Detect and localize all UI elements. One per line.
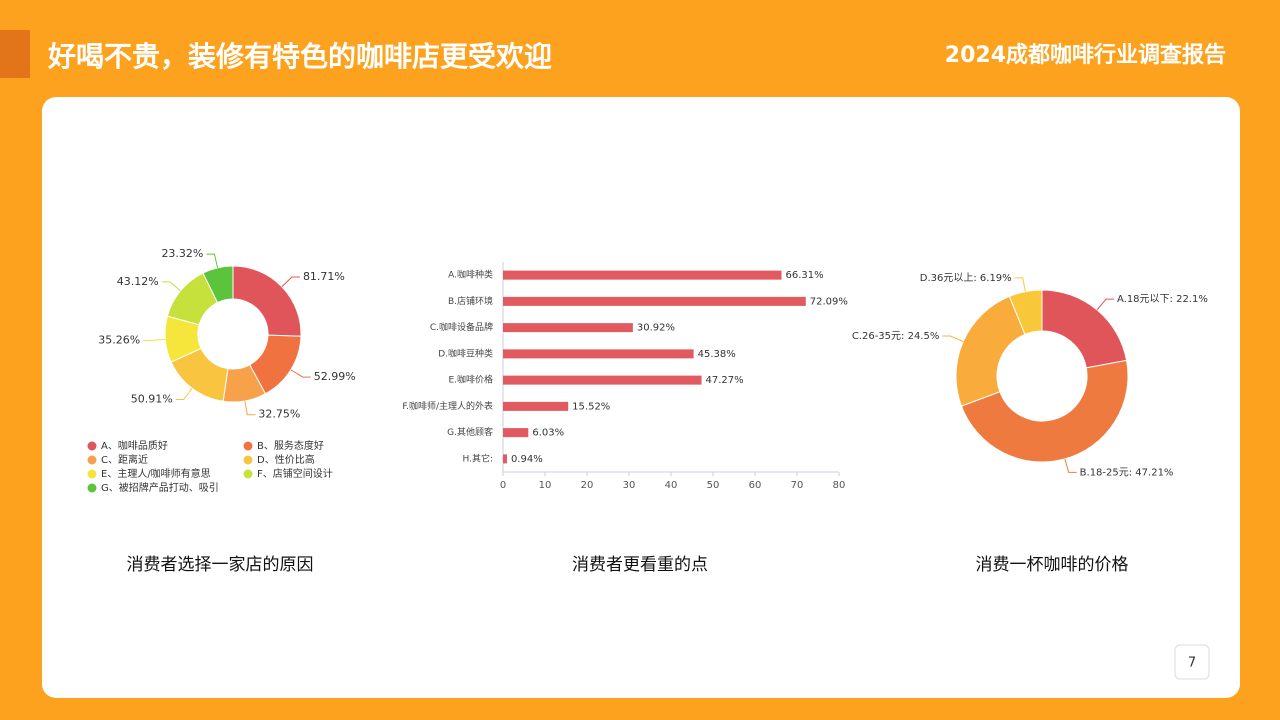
x-tick-label: 70 (791, 480, 804, 491)
legend-label: D、性价比高 (257, 453, 315, 466)
x-tick-label: 50 (707, 480, 720, 491)
legend-label: A、咖啡品质好 (101, 440, 168, 452)
slice-label: 32.75% (258, 408, 300, 421)
bar (503, 454, 507, 464)
value-label: 15.52% (572, 401, 610, 412)
legend-dot (243, 455, 253, 465)
leader-line (206, 253, 219, 268)
value-label: 72.09% (810, 296, 848, 307)
leader-line (244, 400, 256, 416)
x-tick-label: 80 (833, 480, 846, 491)
slice-label: C.26-35元: 24.5% (852, 331, 940, 342)
charts: 81.71% 52.99% 32.75% 50.91% 35.26% 43.12% 23.3… (87, 247, 1208, 575)
donut-slice (1008, 289, 1043, 336)
x-tick-label: 30 (623, 480, 636, 491)
leader-line (942, 335, 964, 343)
y-tick-label: A.咖啡种类 (448, 269, 493, 281)
value-label: 47.27% (706, 375, 744, 386)
leader-line (290, 369, 311, 378)
bar (503, 296, 806, 306)
leader-line (1096, 298, 1114, 311)
bar (503, 375, 702, 385)
y-tick-label: C.咖啡设备品牌 (430, 321, 493, 333)
donut-slice (960, 359, 1129, 463)
value-label: 45.38% (698, 349, 736, 360)
x-tick-label: 20 (581, 480, 594, 491)
page-box (1174, 644, 1210, 680)
card (42, 97, 1240, 698)
bar (503, 323, 633, 333)
legend-label: B、服务态度好 (257, 439, 324, 452)
title-tab (0, 30, 30, 78)
legend-dot (243, 469, 253, 479)
chart-caption: 消费者更看重的点 (572, 555, 708, 575)
slice-label: 43.12% (117, 275, 159, 288)
slice-label: A.18元以下: 22.1% (1117, 294, 1208, 305)
leader-line (1064, 458, 1077, 473)
x-tick-label: 0 (500, 480, 506, 491)
page-number: 7 (1188, 656, 1196, 671)
legend-label: C、距离近 (101, 453, 148, 466)
slide-title: 好喝不贵，装修有特色的咖啡店更受欢迎 (47, 40, 552, 73)
legend-dot (87, 455, 97, 465)
value-label: 6.03% (532, 428, 564, 439)
legend-label: F、店铺空间设计 (257, 467, 333, 480)
bar (503, 401, 569, 411)
leader-line (143, 338, 166, 342)
legend-dot (87, 483, 97, 493)
slice-label: 50.91% (131, 393, 173, 406)
chart-caption: 消费者选择一家店的原因 (127, 555, 314, 575)
chart-caption: 消费一杯咖啡的价格 (976, 555, 1129, 575)
legend-label: G、被招牌产品打动、吸引 (101, 481, 219, 494)
x-tick-label: 60 (749, 480, 762, 491)
legend-dot (243, 441, 253, 451)
slice-label: D.36元以上: 6.19% (920, 272, 1012, 284)
legend-label: E、主理人/咖啡师有意思 (101, 467, 211, 480)
slice-label: 35.26% (98, 334, 140, 347)
value-label: 0.94% (511, 454, 543, 465)
leader-line (1014, 277, 1026, 292)
slice-label: 23.32% (161, 247, 203, 260)
leader-line (281, 276, 300, 288)
donut-slice (955, 295, 1026, 407)
bar (503, 428, 529, 438)
value-label: 30.92% (637, 323, 675, 334)
value-label: 66.31% (786, 270, 824, 281)
leader-line (161, 281, 181, 292)
report-name: 2024成都咖啡行业调查报告 (945, 42, 1226, 68)
y-tick-label: E.咖啡价格 (448, 374, 493, 386)
y-tick-label: H.其它: (462, 452, 493, 464)
y-tick-label: G.其他顾客 (447, 426, 493, 438)
leader-line (175, 388, 193, 401)
donut-slice (202, 265, 234, 304)
x-tick-label: 10 (539, 480, 552, 491)
legend-dot (87, 441, 97, 451)
y-tick-label: F.咖啡师/主理人的外表 (402, 400, 493, 412)
y-tick-label: D.咖啡豆种类 (438, 347, 493, 359)
legend-dot (87, 469, 97, 479)
bar (503, 349, 694, 359)
bar (503, 270, 782, 280)
slice-label: 52.99% (314, 370, 356, 383)
y-tick-label: B.店铺环境 (448, 295, 493, 307)
slice-label: B.18-25元: 47.21% (1080, 467, 1174, 478)
slice-label: 81.71% (303, 270, 345, 283)
x-tick-label: 40 (665, 480, 678, 491)
